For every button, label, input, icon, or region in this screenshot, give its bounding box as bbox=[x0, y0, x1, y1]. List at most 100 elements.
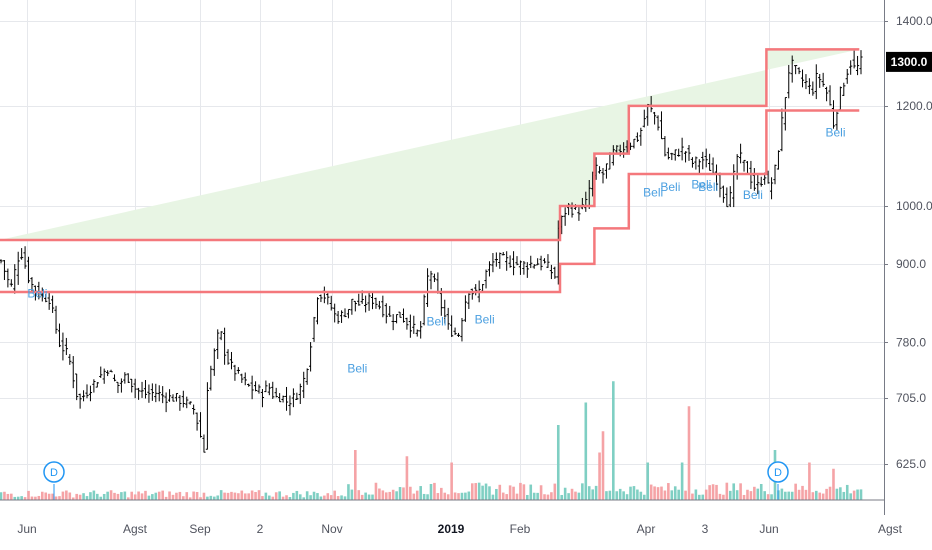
volume-bar bbox=[563, 487, 567, 500]
ohlc-bar bbox=[161, 386, 165, 404]
volume-bar bbox=[285, 495, 288, 500]
volume-bar bbox=[319, 496, 323, 500]
volume-bar bbox=[295, 490, 299, 500]
ohlc-bar bbox=[498, 252, 502, 269]
volume-bar bbox=[825, 488, 828, 500]
volume-bar bbox=[271, 496, 275, 500]
volume-bar bbox=[13, 496, 17, 500]
ohlc-bar bbox=[126, 373, 130, 383]
volume-bar bbox=[828, 486, 832, 500]
volume-bar bbox=[333, 490, 336, 500]
volume-bar bbox=[419, 486, 422, 500]
x-tick-label: Agst bbox=[878, 522, 903, 536]
volume-bar bbox=[30, 496, 34, 500]
volume-bar bbox=[116, 493, 120, 500]
ohlc-bars bbox=[0, 50, 863, 453]
volume-bar bbox=[309, 495, 312, 500]
volume-bar bbox=[182, 496, 185, 500]
ohlc-bar bbox=[601, 168, 605, 184]
volume-bar bbox=[546, 494, 550, 500]
volume-bar bbox=[391, 489, 395, 500]
ohlc-bar bbox=[322, 286, 326, 304]
volume-bar bbox=[223, 492, 226, 500]
volume-bar bbox=[691, 493, 694, 500]
ohlc-bar bbox=[701, 151, 705, 170]
ohlc-bar bbox=[119, 378, 123, 393]
ohlc-bar bbox=[78, 393, 82, 409]
volume-bar bbox=[192, 491, 195, 500]
volume-bar bbox=[694, 489, 698, 500]
ohlc-bar bbox=[859, 50, 863, 75]
volume-bar bbox=[305, 491, 309, 500]
dividend-label: D bbox=[774, 467, 782, 479]
volume-bar bbox=[381, 490, 385, 500]
ohlc-bar bbox=[44, 293, 48, 303]
ohlc-bar bbox=[157, 385, 161, 402]
ohlc-bar bbox=[769, 177, 774, 200]
volume-bar bbox=[770, 494, 773, 500]
ohlc-bar bbox=[742, 159, 746, 172]
volume-bar bbox=[618, 488, 622, 500]
volume-bar bbox=[151, 494, 154, 500]
ohlc-bar bbox=[339, 310, 344, 323]
volume-bar bbox=[65, 490, 68, 500]
x-tick-label: 2019 bbox=[438, 522, 465, 536]
volume-bar bbox=[37, 495, 41, 500]
ohlc-bar bbox=[278, 393, 282, 403]
ohlc-bar bbox=[790, 55, 794, 83]
volume-bar bbox=[99, 496, 103, 500]
volume-bar bbox=[185, 492, 189, 500]
ohlc-bar bbox=[721, 185, 725, 203]
volume-bar bbox=[161, 490, 164, 500]
volume-bar bbox=[453, 492, 457, 500]
ohlc-bar bbox=[233, 364, 237, 381]
ohlc-bar bbox=[2, 259, 7, 281]
ohlc-bar bbox=[553, 266, 557, 279]
volume-bar bbox=[653, 486, 656, 500]
x-tick-label: 3 bbox=[702, 522, 709, 536]
volume-bar bbox=[405, 456, 409, 500]
x-tick-label: Sep bbox=[189, 522, 211, 536]
ohlc-bar bbox=[106, 370, 110, 377]
ohlc-bar bbox=[443, 299, 447, 324]
volume-bar bbox=[570, 488, 574, 500]
volume-bar bbox=[429, 484, 433, 500]
volume-bar bbox=[123, 491, 127, 500]
y-tick-label: 1400.0 bbox=[896, 14, 932, 28]
ohlc-bar bbox=[353, 300, 357, 312]
volume-bar bbox=[209, 495, 213, 500]
ohlc-bar bbox=[597, 166, 602, 174]
volume-bar bbox=[639, 491, 643, 500]
ohlc-bar bbox=[57, 323, 62, 348]
ohlc-bar bbox=[756, 173, 760, 195]
volume-bar bbox=[27, 490, 30, 500]
volume-bar bbox=[839, 487, 842, 500]
dividend-marker[interactable]: D bbox=[767, 461, 789, 500]
ohlc-bar bbox=[240, 373, 244, 383]
volume-bar bbox=[168, 491, 171, 500]
ohlc-bar bbox=[329, 295, 333, 311]
ohlc-bar bbox=[295, 392, 299, 401]
ohlc-bar bbox=[377, 300, 381, 310]
volume-bar bbox=[859, 489, 863, 500]
ohlc-bar bbox=[253, 381, 258, 392]
volume-bar bbox=[553, 483, 557, 500]
ohlc-bar bbox=[739, 143, 743, 164]
ohlc-bar bbox=[99, 366, 103, 378]
ohlc-bar bbox=[257, 384, 261, 394]
dividend-marker[interactable]: D bbox=[43, 461, 65, 500]
volume-bar bbox=[560, 494, 564, 500]
dividend-label: D bbox=[50, 467, 58, 479]
volume-bar bbox=[85, 496, 89, 500]
volume-bar bbox=[130, 491, 134, 500]
volume-bar bbox=[526, 494, 529, 500]
volume-bar bbox=[20, 496, 23, 500]
ohlc-bar bbox=[388, 305, 392, 317]
volume-bar bbox=[684, 490, 687, 500]
volume-bar bbox=[594, 485, 598, 500]
volume-bar bbox=[522, 484, 526, 500]
ohlc-bar bbox=[336, 310, 340, 324]
volume-bar bbox=[556, 425, 560, 500]
